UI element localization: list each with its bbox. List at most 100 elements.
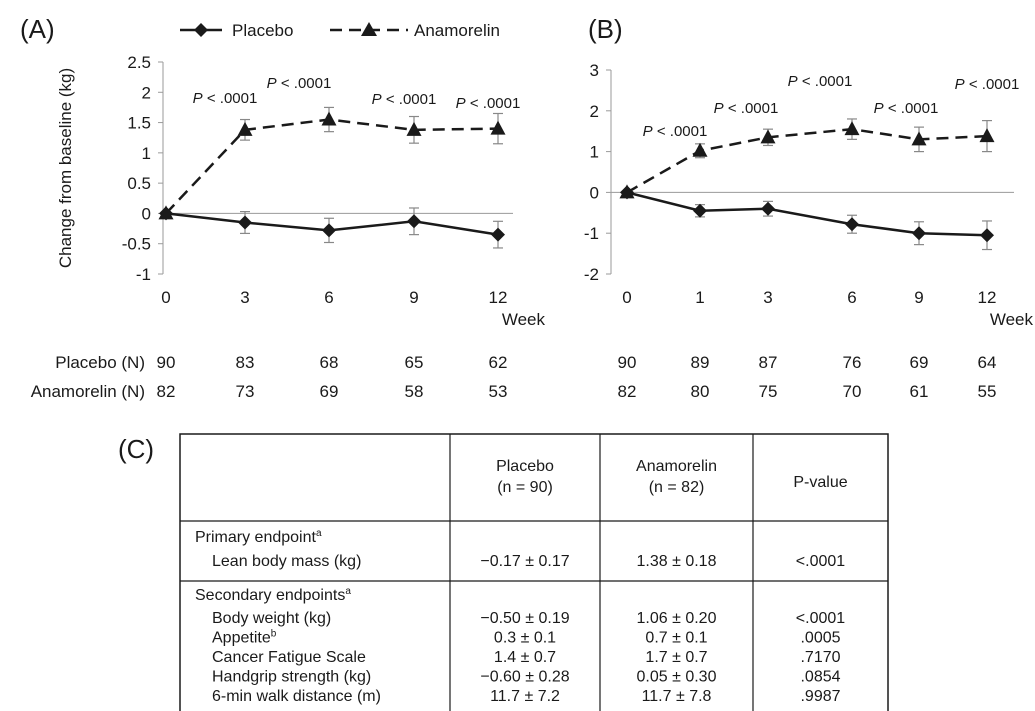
anamorelin-point bbox=[911, 131, 927, 146]
placebo-point bbox=[238, 215, 252, 230]
legend-anamorelin-label: Anamorelin bbox=[414, 21, 500, 40]
n-at-risk-value: 65 bbox=[405, 353, 424, 372]
y-tick-label: 3 bbox=[590, 61, 599, 80]
n-at-risk-value: 89 bbox=[691, 353, 710, 372]
anamorelin-point bbox=[237, 121, 253, 136]
n-at-risk-row-label: Anamorelin (N) bbox=[31, 382, 145, 401]
anamorelin-point bbox=[406, 121, 422, 136]
n-at-risk-value: 82 bbox=[618, 382, 637, 401]
table-cell-p-value: <.0001 bbox=[796, 610, 845, 627]
anamorelin-point bbox=[979, 128, 995, 143]
y-tick-label: 0.5 bbox=[127, 174, 151, 193]
table-cell-anamorelin: 0.7 ± 0.1 bbox=[645, 630, 707, 647]
x-tick-label: 12 bbox=[489, 288, 508, 307]
placebo-point bbox=[912, 226, 926, 241]
p-value-annotation: P < .0001 bbox=[643, 123, 708, 140]
n-at-risk-value: 62 bbox=[489, 353, 508, 372]
table-cell-p-value: .0005 bbox=[800, 630, 840, 647]
y-tick-label: -0.5 bbox=[122, 235, 151, 254]
x-tick-label: 9 bbox=[914, 288, 923, 307]
table-row-label: Appetiteb bbox=[212, 629, 277, 647]
placebo-point bbox=[322, 223, 336, 238]
anamorelin-point bbox=[321, 111, 337, 126]
legend: Placebo Anamorelin bbox=[180, 21, 500, 40]
table-cell-p-value: .0854 bbox=[800, 669, 840, 686]
anamorelin-point bbox=[844, 121, 860, 136]
panel-b-label: (B) bbox=[588, 14, 623, 44]
n-at-risk-value: 58 bbox=[405, 382, 424, 401]
table-cell-anamorelin: 1.06 ± 0.20 bbox=[637, 610, 717, 627]
table-cell-anamorelin: 1.7 ± 0.7 bbox=[645, 649, 707, 666]
x-tick-label: 6 bbox=[324, 288, 333, 307]
anamorelin-series-line bbox=[626, 127, 988, 194]
table-cell-placebo: −0.17 ± 0.17 bbox=[480, 553, 569, 570]
n-at-risk-value: 73 bbox=[236, 382, 255, 401]
p-value-annotation: P < .0001 bbox=[456, 95, 521, 112]
placebo-point bbox=[491, 227, 505, 242]
table-header-placebo: (n = 90) bbox=[497, 479, 553, 496]
placebo-point bbox=[407, 214, 421, 229]
table-cell-p-value: .7170 bbox=[800, 649, 840, 666]
n-at-risk-value: 70 bbox=[843, 382, 862, 401]
table-header-anamorelin: Anamorelin bbox=[636, 458, 717, 475]
n-at-risk-value: 76 bbox=[843, 353, 862, 372]
table-cell-placebo: 0.3 ± 0.1 bbox=[494, 630, 556, 647]
p-value-annotation: P < .0001 bbox=[372, 91, 437, 108]
y-tick-label: 1.5 bbox=[127, 114, 151, 133]
n-at-risk-value: 80 bbox=[691, 382, 710, 401]
p-value-annotation: P < .0001 bbox=[788, 73, 853, 90]
table-row-label: Cancer Fatigue Scale bbox=[212, 649, 366, 666]
table-frame bbox=[179, 433, 889, 711]
anamorelin-point bbox=[692, 142, 708, 157]
placebo-point bbox=[845, 217, 859, 232]
placebo-point bbox=[761, 201, 775, 216]
y-tick-label: 2 bbox=[590, 102, 599, 121]
panel-c-label: (C) bbox=[118, 434, 154, 464]
y-tick-label: -1 bbox=[136, 265, 151, 284]
anamorelin-point bbox=[760, 129, 776, 144]
x-tick-label: 0 bbox=[622, 288, 631, 307]
y-axis-label: Change from baseline (kg) bbox=[56, 68, 75, 268]
x-tick-label: 3 bbox=[240, 288, 249, 307]
n-at-risk-value: 90 bbox=[618, 353, 637, 372]
p-value-annotation: P < .0001 bbox=[714, 100, 779, 117]
y-tick-label: 2 bbox=[142, 83, 151, 102]
table-row-label: 6-min walk distance (m) bbox=[212, 688, 381, 705]
legend-anamorelin-marker bbox=[361, 22, 377, 36]
anamorelin-point bbox=[158, 205, 174, 220]
y-tick-label: 1 bbox=[590, 143, 599, 162]
y-tick-label: 1 bbox=[142, 144, 151, 163]
table-row-label: Lean body mass (kg) bbox=[212, 553, 361, 570]
n-at-risk-value: 87 bbox=[759, 353, 778, 372]
table-cell-anamorelin: 11.7 ± 7.8 bbox=[642, 688, 712, 705]
table-cell-p-value: .9987 bbox=[800, 688, 840, 705]
x-tick-label: 1 bbox=[695, 288, 704, 307]
n-at-risk-value: 61 bbox=[910, 382, 929, 401]
placebo-point bbox=[980, 228, 994, 243]
x-axis-label: Week bbox=[502, 310, 546, 329]
x-tick-label: 6 bbox=[847, 288, 856, 307]
placebo-series-line bbox=[626, 191, 988, 237]
y-tick-label: -2 bbox=[584, 265, 599, 284]
table-row-label: Handgrip strength (kg) bbox=[212, 669, 371, 686]
y-tick-label: 2.5 bbox=[127, 53, 151, 72]
p-value-annotation: P < .0001 bbox=[267, 75, 332, 92]
legend-placebo-marker bbox=[194, 23, 208, 37]
n-at-risk-value: 68 bbox=[320, 353, 339, 372]
x-tick-label: 3 bbox=[763, 288, 772, 307]
legend-placebo-label: Placebo bbox=[232, 21, 293, 40]
n-at-risk-row-label: Placebo (N) bbox=[55, 353, 145, 372]
p-value-annotation: P < .0001 bbox=[874, 100, 939, 117]
n-at-risk-value: 69 bbox=[910, 353, 929, 372]
anamorelin-point bbox=[619, 184, 635, 199]
table-section-header: Primary endpointa bbox=[195, 528, 322, 546]
y-tick-label: 0 bbox=[590, 183, 599, 202]
table-row-label: Body weight (kg) bbox=[212, 610, 331, 627]
table-cell-placebo: 1.4 ± 0.7 bbox=[494, 649, 556, 666]
table-cell-placebo: −0.60 ± 0.28 bbox=[480, 669, 569, 686]
p-value-annotation: P < .0001 bbox=[955, 76, 1020, 93]
x-tick-label: 12 bbox=[978, 288, 997, 307]
x-axis-label: Week bbox=[990, 310, 1034, 329]
n-at-risk-value: 83 bbox=[236, 353, 255, 372]
